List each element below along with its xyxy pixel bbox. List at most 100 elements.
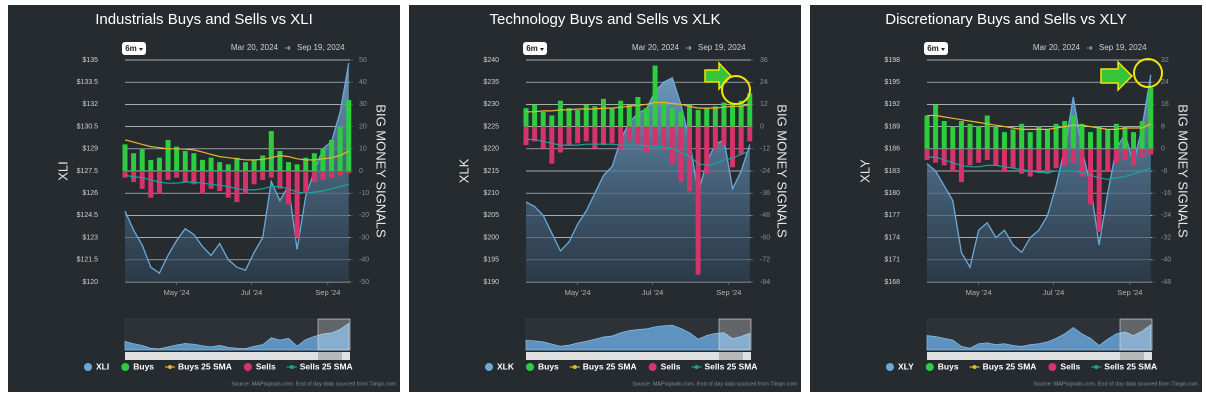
signal-bar	[1079, 148, 1085, 177]
legend-label[interactable]: Buys	[133, 361, 154, 371]
signal-bar	[1053, 123, 1059, 149]
navigator-handle[interactable]	[1119, 318, 1153, 351]
range-button-label[interactable]: 6m	[125, 44, 137, 53]
legend-label[interactable]: Buys	[938, 361, 959, 371]
legend-label[interactable]: Sells 25 SMA	[300, 361, 353, 371]
legend-label[interactable]: XLI	[96, 361, 109, 371]
scrollbar[interactable]	[927, 352, 1152, 360]
signal-bar	[1131, 148, 1137, 166]
legend-label[interactable]: Sells 25 SMA	[705, 361, 758, 371]
signal-bar	[967, 148, 973, 166]
signal-bar	[626, 126, 632, 142]
navigator-handle[interactable]	[718, 318, 752, 351]
legend-label[interactable]: Sells	[661, 361, 681, 371]
signal-bar	[1088, 148, 1094, 205]
legend-label[interactable]: Buys 25 SMA	[983, 361, 1037, 371]
panel: Industrials Buys and Sells vs XLI 6m Mar 2…	[8, 5, 400, 392]
y-tick-label: $210	[483, 190, 499, 197]
signal-bar	[730, 104, 736, 127]
sma-line	[124, 139, 350, 161]
y2-tick-label: -24	[760, 168, 770, 175]
y2-tick-label: 24	[1161, 79, 1169, 86]
signal-bar	[712, 106, 718, 127]
signal-bar	[260, 171, 266, 180]
signal-bar	[592, 106, 598, 127]
source-note: Source: MAPsignals.com. End of day data …	[1033, 381, 1198, 387]
y2-tick-label: -30	[359, 234, 369, 241]
range-button-label[interactable]: 6m	[526, 44, 538, 53]
signal-bar	[1113, 123, 1119, 149]
signal-bar	[251, 159, 257, 171]
date-to: Sep 19, 2024	[1099, 43, 1147, 52]
legend-label[interactable]: Buys 25 SMA	[178, 361, 232, 371]
range-button[interactable]	[523, 42, 547, 55]
legend-label[interactable]: Sells	[256, 361, 276, 371]
y-tick-label: $183	[884, 168, 900, 175]
signal-bar	[346, 171, 352, 174]
legend-label[interactable]: Buys	[538, 361, 559, 371]
y2-tick-label: 24	[760, 79, 768, 86]
signal-bar	[208, 171, 214, 189]
signal-bar	[199, 159, 205, 171]
signal-bar	[967, 123, 973, 149]
legend-label[interactable]: Buys 25 SMA	[583, 361, 637, 371]
signal-bar	[523, 126, 529, 146]
scrollbar-thumb[interactable]	[719, 352, 743, 360]
y-tick-label: $168	[884, 279, 900, 286]
signal-bar	[984, 148, 990, 160]
scrollbar-thumb[interactable]	[1120, 352, 1144, 360]
scrollbar[interactable]	[526, 352, 751, 360]
y2-tick-label: -48	[1161, 279, 1171, 286]
legend-marker	[572, 365, 577, 369]
x-tick-label: Sep '24	[315, 288, 340, 297]
legend-marker	[648, 363, 657, 371]
price-line	[124, 62, 350, 275]
navigator-handle[interactable]	[317, 318, 351, 351]
y-tick-label: $171	[884, 257, 900, 264]
y2-tick-label: -40	[1161, 257, 1171, 264]
range-button-label[interactable]: 6m	[927, 44, 939, 53]
range-button[interactable]	[924, 42, 948, 55]
legend-marker	[925, 363, 934, 371]
signal-bar	[294, 164, 300, 171]
signal-bar	[329, 171, 335, 178]
signal-bar	[984, 115, 990, 149]
price-area	[927, 74, 1151, 282]
legend-label[interactable]: XLK	[497, 361, 515, 371]
date-from: Mar 20, 2024	[231, 43, 279, 52]
legend-label[interactable]: XLY	[898, 361, 914, 371]
legend-label[interactable]: Sells 25 SMA	[1104, 361, 1157, 371]
y2-tick-label: -16	[1161, 190, 1171, 197]
y-tick-label: $126	[82, 190, 98, 197]
signal-bar	[1113, 148, 1119, 163]
y2-tick-label: -60	[760, 234, 770, 241]
scrollbar-thumb[interactable]	[318, 352, 342, 360]
signal-bar	[523, 108, 529, 127]
signal-bar	[1027, 148, 1033, 177]
price-line	[926, 74, 1152, 269]
y2-tick-label: 30	[359, 101, 367, 108]
signal-bar	[1131, 132, 1137, 149]
range-button[interactable]	[122, 42, 146, 55]
signal-bar	[704, 126, 710, 173]
y-tick-label: $220	[483, 146, 499, 153]
scrollbar[interactable]	[125, 352, 350, 360]
y2-tick-label: -24	[1161, 212, 1171, 219]
y2-tick-label: 8	[1161, 123, 1165, 130]
y2-tick-label: -10	[359, 190, 369, 197]
chart-title: Discretionary Buys and Sells vs XLY	[885, 11, 1127, 28]
highlight-circle	[1133, 58, 1163, 88]
signal-bar	[139, 148, 145, 171]
y-tick-label: $130.5	[77, 123, 99, 130]
signal-bar	[643, 108, 649, 127]
signal-bar	[165, 139, 171, 171]
y-tick-label: $190	[483, 279, 499, 286]
y2-tick-label: -36	[760, 190, 770, 197]
date-separator	[1087, 45, 1093, 51]
range-button-caret	[139, 48, 143, 51]
signal-bar	[148, 159, 154, 171]
legend-label[interactable]: Sells	[1060, 361, 1080, 371]
signal-bar	[260, 155, 266, 171]
signal-bar	[635, 97, 641, 127]
signal-bar	[1062, 148, 1068, 166]
